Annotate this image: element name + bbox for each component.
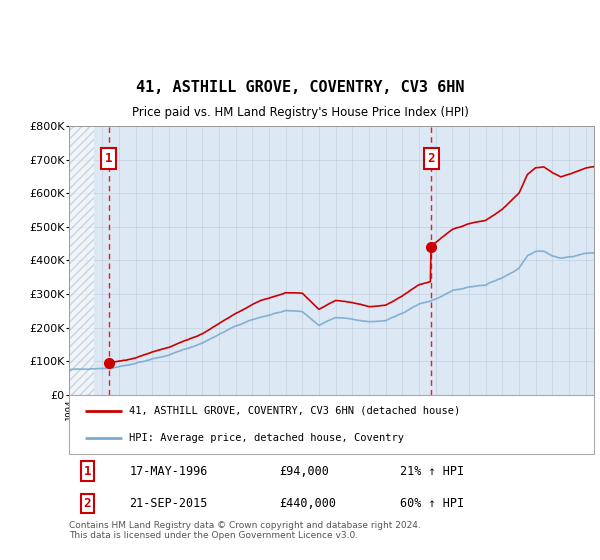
Text: 2: 2 xyxy=(83,497,91,510)
Text: £440,000: £440,000 xyxy=(279,497,336,510)
Text: 60% ↑ HPI: 60% ↑ HPI xyxy=(400,497,464,510)
Text: Contains HM Land Registry data © Crown copyright and database right 2024.
This d: Contains HM Land Registry data © Crown c… xyxy=(69,521,421,540)
Text: 41, ASTHILL GROVE, COVENTRY, CV3 6HN (detached house): 41, ASTHILL GROVE, COVENTRY, CV3 6HN (de… xyxy=(130,405,461,416)
Text: 2: 2 xyxy=(427,152,435,165)
Bar xyxy=(69,126,94,395)
Text: £94,000: £94,000 xyxy=(279,465,329,478)
Text: 1: 1 xyxy=(105,152,112,165)
Text: 41, ASTHILL GROVE, COVENTRY, CV3 6HN: 41, ASTHILL GROVE, COVENTRY, CV3 6HN xyxy=(136,80,464,95)
Text: 17-MAY-1996: 17-MAY-1996 xyxy=(130,465,208,478)
Text: Price paid vs. HM Land Registry's House Price Index (HPI): Price paid vs. HM Land Registry's House … xyxy=(131,106,469,119)
Text: 21-SEP-2015: 21-SEP-2015 xyxy=(130,497,208,510)
FancyBboxPatch shape xyxy=(69,395,594,454)
Text: 21% ↑ HPI: 21% ↑ HPI xyxy=(400,465,464,478)
Text: HPI: Average price, detached house, Coventry: HPI: Average price, detached house, Cove… xyxy=(130,433,404,443)
Text: 1: 1 xyxy=(83,465,91,478)
